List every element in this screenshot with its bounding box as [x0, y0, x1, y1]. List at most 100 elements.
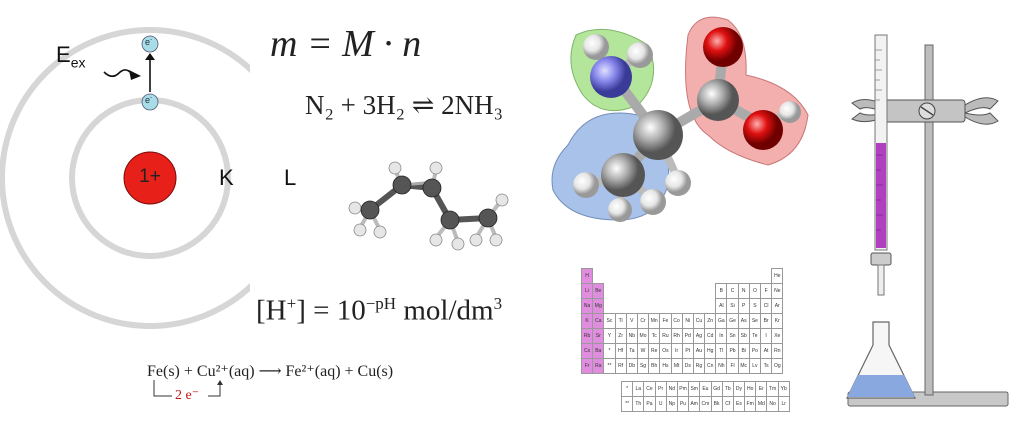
element-cell: Mo [636, 328, 650, 344]
element-cell: C [726, 283, 739, 299]
element-cell: Co [670, 313, 683, 329]
element-cell: Cn [704, 358, 717, 374]
element-cell: Ts [759, 358, 773, 374]
element-cell: Hf [614, 343, 627, 359]
element-cell: Rf [614, 358, 627, 374]
element-cell: S [748, 298, 762, 314]
element-cell: Mt [670, 358, 683, 374]
element-cell: Pb [726, 343, 739, 359]
energy-subscript: ex [70, 54, 86, 71]
flask-liquid [847, 375, 915, 397]
element-cell: I [759, 328, 773, 344]
element-cell: Fl [726, 358, 739, 374]
periodic-row: Cs Ba * Hf Ta W Re Os Ir Pt Au Hg Tl Pb Bi Po At Rn [580, 343, 784, 359]
element-cell: No [766, 396, 779, 412]
empty-cell [637, 299, 648, 314]
element-cell: Md [755, 396, 768, 412]
electron-transfer-label: 2 e⁻ [175, 388, 200, 403]
element-cell: Bk [710, 396, 723, 412]
mass-formula: m = M · n [270, 23, 422, 65]
empty-cell [705, 269, 716, 284]
electron-lower [141, 93, 159, 111]
element-cell: Dy [732, 381, 746, 397]
empty-cell [671, 299, 682, 314]
element-cell: Gd [710, 381, 723, 397]
clamp-jaw-right [964, 97, 999, 125]
periodic-row: K Ca Sc Ti V Cr Mn Fe Co Ni Cu Zn Ga Ge As Se Br Kr [580, 313, 784, 329]
element-cell: Ge [726, 313, 739, 329]
element-cell: Ga [715, 313, 728, 329]
element-cell: Bi [737, 343, 750, 359]
element-cell: Zr [614, 328, 627, 344]
element-cell: As [737, 313, 750, 329]
element-cell: Pt [681, 343, 694, 359]
element-cell: O [748, 283, 762, 299]
empty-cell [604, 299, 615, 314]
outer-shell [0, 27, 250, 329]
element-cell: Au [692, 343, 706, 359]
element-cell: Ag [692, 328, 706, 344]
stopcock [870, 252, 892, 266]
electron-upper-label: e- [145, 37, 153, 47]
element-cell: Db [625, 358, 638, 374]
element-cell: Pm [676, 381, 690, 397]
element-cell: Mg [592, 298, 605, 314]
empty-cell [660, 269, 671, 284]
redox-equation: Fe(s) + Cu²⁺(aq) ⟶ Fe²⁺(aq) + Cu(s) [147, 363, 394, 380]
empty-cell [615, 269, 626, 284]
energy-squiggle [103, 69, 134, 78]
element-cell: Ta [625, 343, 638, 359]
atom-model [0, 27, 250, 329]
electron-upper [141, 35, 159, 53]
element-cell: Re [648, 343, 661, 359]
empty-cell [671, 284, 682, 299]
nucleus [123, 151, 177, 205]
element-cell: ** [620, 396, 634, 412]
element-cell: Fm [744, 396, 757, 412]
element-cell: Nb [625, 328, 638, 344]
element-cell: Es [732, 396, 746, 412]
element-cell: W [636, 343, 650, 359]
element-cell: Hg [704, 343, 717, 359]
periodic-row: H He [580, 268, 784, 284]
empty-cell [716, 269, 727, 284]
energy-arrowhead [129, 70, 141, 80]
ph-formula: [H+] = 10−pH mol/dm3 [256, 294, 503, 327]
empty-cell [637, 284, 648, 299]
element-cell: Ir [670, 343, 683, 359]
empty-cell [738, 269, 749, 284]
element-cell: Yb [777, 381, 790, 397]
element-cell: Nh [715, 358, 728, 374]
element-cell: Sb [737, 328, 750, 344]
stand-rod [924, 44, 934, 396]
empty-cell [626, 284, 637, 299]
empty-cell [749, 269, 760, 284]
element-cell: Ho [744, 381, 757, 397]
element-cell: Cl [759, 298, 773, 314]
element-cell: Cr [636, 313, 650, 329]
element-cell: Ti [614, 313, 627, 329]
periodic-row: Fr Ra ** Rf Db Sg Bh Hs Mt Ds Rg Cn Nh Fl Mc Lv Ts Og [580, 358, 784, 374]
element-cell: Lr [777, 396, 790, 412]
empty-cell [649, 284, 660, 299]
element-cell: Th [632, 396, 645, 412]
empty-cell [637, 269, 648, 284]
element-cell: Ce [643, 381, 656, 397]
periodic-row: Li Be B C N O F Ne [580, 283, 784, 299]
element-cell: Sg [636, 358, 650, 374]
empty-cell [705, 284, 716, 299]
empty-cell [626, 269, 637, 284]
element-cell: Sc [603, 313, 616, 329]
empty-cell [615, 299, 626, 314]
element-cell: Rb [580, 328, 594, 344]
empty-cell [649, 269, 660, 284]
element-cell: ** [603, 358, 616, 374]
element-cell: Rh [670, 328, 683, 344]
element-cell: Cd [704, 328, 717, 344]
empty-cell [727, 269, 738, 284]
element-cell: B [715, 283, 728, 299]
element-cell: In [715, 328, 728, 344]
element-cell: Rg [692, 358, 706, 374]
empty-cell [626, 299, 637, 314]
element-cell: Ne [771, 283, 784, 299]
